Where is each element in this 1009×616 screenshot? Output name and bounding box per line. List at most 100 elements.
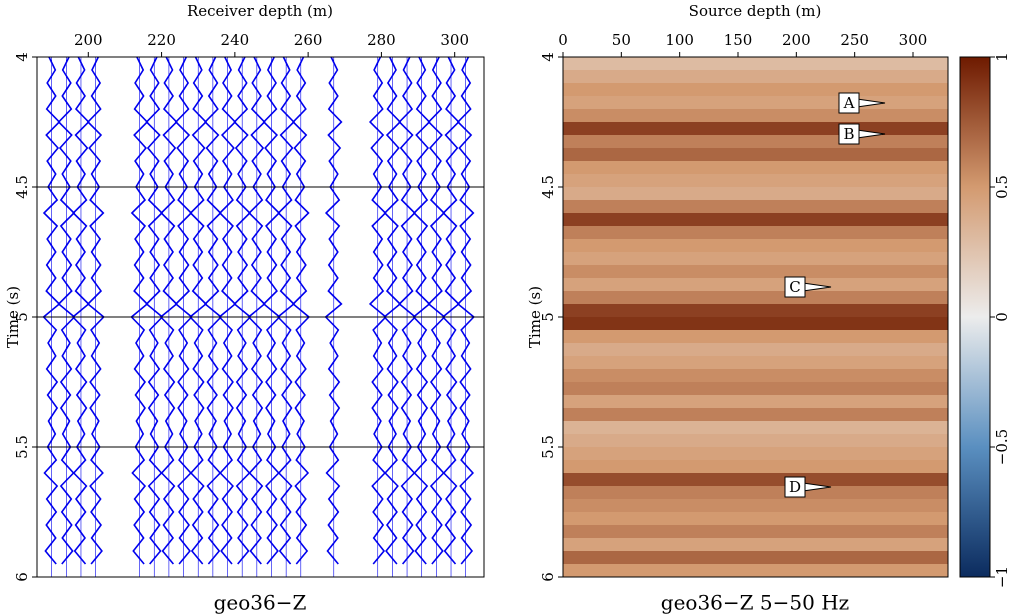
- x-tick-label: 300: [440, 31, 469, 49]
- annotation-box: [784, 476, 806, 498]
- heatmap-row: [563, 356, 948, 369]
- x-tick-label: 250: [840, 31, 869, 49]
- heatmap-row: [563, 434, 948, 447]
- wiggle-trace: [276, 56, 295, 565]
- y-tick-label: 4.5: [13, 175, 31, 199]
- annotation-arrow: [802, 482, 832, 492]
- heatmap-row: [563, 421, 948, 434]
- wiggle-trace: [292, 56, 311, 565]
- x-tick-label: 0: [558, 31, 568, 49]
- y-tick-label: 4.5: [539, 175, 557, 199]
- annotation: B: [843, 125, 854, 143]
- y-tick-label: 6: [13, 572, 31, 582]
- colorbar-tick-label: 0: [993, 312, 1009, 322]
- heatmap-row: [563, 83, 948, 96]
- wiggle-trace: [71, 56, 90, 565]
- heatmap-row: [563, 57, 948, 70]
- wiggle-trace: [324, 56, 343, 565]
- heatmap-row: [563, 369, 948, 382]
- heatmap-row: [563, 525, 948, 538]
- colorbar-tick-label: 0.5: [993, 175, 1009, 199]
- heatmap-row: [563, 473, 948, 486]
- x-tick-label: 50: [612, 31, 631, 49]
- x-tick-label: 300: [899, 31, 928, 49]
- x-tick-label: 240: [221, 31, 250, 49]
- x-axis-label: Source depth (m): [689, 2, 822, 20]
- panel-title: geo36−Z: [214, 591, 307, 615]
- heatmap-row: [563, 174, 948, 187]
- annotation: C: [789, 278, 800, 296]
- y-tick-label: 5: [539, 312, 557, 322]
- colorbar-tick-label: −0.5: [993, 429, 1009, 465]
- heatmap-row: [563, 148, 948, 161]
- wiggle-trace: [456, 56, 475, 565]
- x-tick-label: 200: [782, 31, 811, 49]
- annotation-arrow: [856, 129, 886, 139]
- heatmap-row: [563, 109, 948, 122]
- heatmap-row: [563, 252, 948, 265]
- wiggle-trace: [130, 56, 149, 565]
- heatmap-row: [563, 551, 948, 564]
- heatmap-row: [563, 343, 948, 356]
- wiggle-trace: [145, 56, 164, 565]
- wiggle-trace: [174, 56, 193, 565]
- y-tick-label: 5: [13, 312, 31, 322]
- colorbar: [959, 56, 991, 578]
- heatmap-row: [563, 304, 948, 317]
- y-tick-label: 4: [13, 52, 31, 62]
- x-tick-label: 100: [665, 31, 694, 49]
- heatmap-row: [563, 291, 948, 304]
- heatmap-row: [563, 317, 948, 330]
- wiggle-trace: [262, 56, 281, 565]
- y-axis-label: Time (s): [526, 286, 544, 348]
- wiggle-trace: [159, 56, 178, 565]
- wiggle-trace: [412, 56, 431, 565]
- annotation-arrow: [856, 98, 886, 108]
- heatmap-row: [563, 278, 948, 291]
- annotation-box: [784, 276, 806, 298]
- annotation-box: [838, 92, 860, 114]
- x-tick-label: 280: [367, 31, 396, 49]
- y-tick-label: 6: [539, 572, 557, 582]
- wiggle-trace: [42, 56, 61, 565]
- heatmap-row: [563, 564, 948, 577]
- annotation-box: [838, 123, 860, 145]
- wiggle-trace: [368, 56, 387, 565]
- colorbar-tick-label: −1: [993, 566, 1009, 588]
- heatmap-row: [563, 226, 948, 239]
- heatmap-row: [563, 382, 948, 395]
- colorbar-tick-label: 1: [993, 52, 1009, 62]
- wiggle-trace: [57, 56, 76, 565]
- annotation: D: [789, 478, 801, 496]
- heatmap-row: [563, 330, 948, 343]
- heatmap-row: [563, 395, 948, 408]
- heatmap-row: [563, 161, 948, 174]
- heatmap-row: [563, 538, 948, 551]
- wiggle-trace: [383, 56, 402, 565]
- heatmap-row: [563, 265, 948, 278]
- heatmap-row: [563, 239, 948, 252]
- wiggle-trace: [247, 56, 266, 565]
- y-tick-label: 4: [539, 52, 557, 62]
- x-axis-label: Receiver depth (m): [187, 2, 333, 20]
- x-tick-label: 200: [74, 31, 103, 49]
- panel-title: geo36−Z 5−50 Hz: [661, 591, 849, 615]
- wiggle-trace: [427, 56, 446, 565]
- heatmap-row: [563, 512, 948, 525]
- annotation: A: [843, 94, 855, 112]
- heatmap-row: [563, 70, 948, 83]
- heatmap-row: [563, 96, 948, 109]
- heatmap-row: [563, 408, 948, 421]
- heatmap-row: [563, 486, 948, 499]
- annotation-arrow: [802, 282, 832, 292]
- wiggle-trace: [86, 56, 105, 565]
- x-tick-label: 150: [724, 31, 753, 49]
- heatmap-row: [563, 135, 948, 148]
- heatmap-row: [563, 200, 948, 213]
- heatmap-row: [563, 187, 948, 200]
- heatmap-row: [563, 213, 948, 226]
- y-tick-label: 5.5: [539, 435, 557, 459]
- wiggle-trace: [398, 56, 417, 565]
- wiggle-trace: [188, 56, 208, 565]
